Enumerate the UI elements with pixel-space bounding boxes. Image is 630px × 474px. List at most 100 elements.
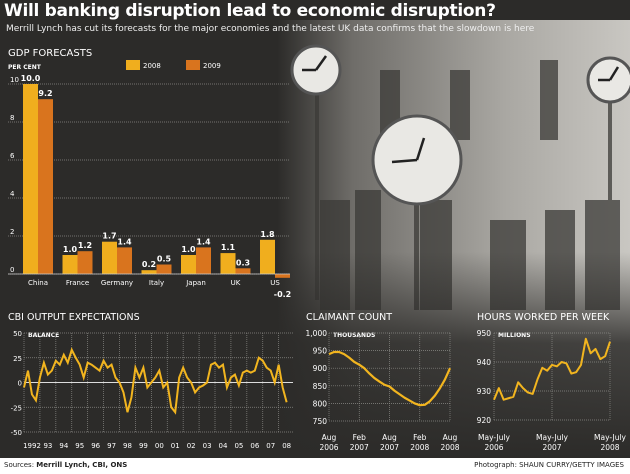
data-label: 1.1 [221,243,236,252]
x-tick-label: 2007 [380,443,399,452]
y-tick-label: 950 [313,347,328,356]
x-tick-label: 95 [75,442,84,450]
y-tick-label: 10 [10,76,19,84]
bar [38,99,53,274]
x-tick-label: 99 [139,442,148,450]
page-subtitle: Merrill Lynch has cut its forecasts for … [6,24,535,34]
sources-label: Sources: [4,461,35,469]
data-label: 0.5 [157,255,172,264]
x-tick-label: US [270,279,280,287]
photo-credit: Photograph: SHAUN CURRY/GETTY IMAGES [474,461,624,469]
y-tick-label: 900 [313,364,328,373]
data-label: 1.8 [260,230,275,239]
chart-title: GDP FORECASTS [8,48,92,59]
bar [156,264,172,274]
x-tick-label: 04 [219,442,228,450]
y-tick-label: 940 [477,358,492,367]
y-tick-label: 0 [10,266,14,274]
x-tick-label: Feb [413,433,427,442]
y-tick-label: 50 [13,330,22,338]
data-label: 10.0 [21,74,41,83]
x-tick-label: Italy [149,279,164,287]
bar [235,268,251,274]
x-tick-label: 96 [91,442,100,450]
x-tick-label: 02 [187,442,196,450]
claimant-line [328,350,452,407]
hours-line [493,337,611,401]
y-tick-label: 750 [313,417,328,426]
bar [275,274,290,278]
y-tick-label: 850 [313,382,328,391]
x-tick-label: 1992 [23,442,41,450]
bar [260,239,275,274]
bar [77,251,93,274]
x-tick-label: 07 [266,442,275,450]
x-tick-label: Aug [443,433,458,442]
bar [102,241,117,274]
x-tick-label: 97 [107,442,116,450]
x-tick-label: 2008 [410,443,429,452]
x-tick-label: 2008 [440,443,459,452]
x-tick-label: 06 [250,442,259,450]
bar [141,270,157,274]
y-tick-label: 8 [10,114,14,122]
y-tick-label: 4 [10,190,15,198]
x-tick-label: May-July [594,433,627,442]
y-tick-label: 930 [477,387,492,396]
y-axis-label: BALANCE [28,332,59,339]
y-axis-label: PER CENT [8,64,42,71]
legend-swatch [126,60,140,70]
y-tick-label: 920 [477,416,492,425]
data-label: 1.0 [63,245,78,254]
x-tick-label: Feb [353,433,367,442]
chart-title: CLAIMANT COUNT [306,312,392,323]
bar [220,253,236,274]
y-tick-label: 6 [10,152,15,160]
bar [181,255,196,274]
y-tick-label: -50 [11,429,22,437]
x-tick-label: 01 [171,442,180,450]
y-tick-label: 1,000 [306,329,328,338]
bar [196,247,211,274]
data-label: 1.7 [102,232,116,241]
data-label: 9.2 [38,89,52,98]
y-axis-label: MILLIONS [498,332,531,339]
page-title: Will banking disruption lead to economic… [4,1,496,21]
bar [62,255,78,274]
x-tick-label: 05 [234,442,243,450]
legend-label: 2009 [203,62,221,70]
x-tick-label: May-July [536,433,569,442]
x-tick-label: 93 [43,442,52,450]
y-tick-label: 2 [10,228,14,236]
chart-title: HOURS WORKED PER WEEK [477,312,610,323]
y-axis-label: THOUSANDS [333,332,375,339]
x-tick-label: 94 [59,442,68,450]
x-tick-label: 2006 [484,443,503,452]
data-label: -0.2 [274,290,292,299]
data-label: 1.4 [196,237,211,246]
y-tick-label: 0 [18,380,22,388]
y-tick-label: 800 [313,399,328,408]
x-tick-label: UK [231,279,241,287]
data-label: 1.2 [78,241,92,250]
data-label: 1.4 [117,237,132,246]
x-tick-label: 2007 [542,443,561,452]
x-tick-label: May-July [478,433,511,442]
x-tick-label: Germany [101,279,133,287]
y-tick-label: 950 [477,329,492,338]
x-tick-label: 2006 [319,443,338,452]
data-label: 0.2 [142,260,156,269]
cbi-line [23,347,288,415]
y-tick-label: 25 [13,355,22,363]
x-tick-label: 03 [203,442,212,450]
bar [23,84,38,274]
x-tick-label: 2008 [600,443,619,452]
data-label: 1.0 [181,245,196,254]
sources-text: Merrill Lynch, CBI, ONS [36,461,128,469]
x-tick-label: Aug [382,433,397,442]
x-tick-label: France [66,279,89,287]
x-tick-label: Japan [185,279,206,287]
data-label: 0.3 [236,258,250,267]
